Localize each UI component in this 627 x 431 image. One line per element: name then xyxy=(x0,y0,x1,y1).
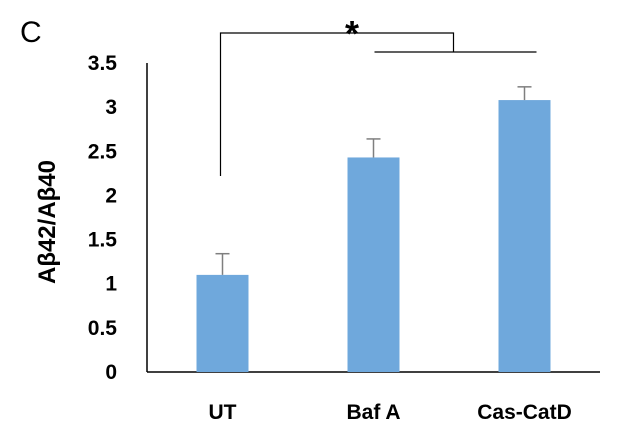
bar xyxy=(196,274,249,372)
bracket-main xyxy=(219,32,455,176)
panel-label: C xyxy=(20,16,42,49)
x-tick-label: Baf A xyxy=(346,401,400,424)
y-tick-label: 3 xyxy=(105,96,117,119)
y-tick-label: 1 xyxy=(105,273,117,296)
bar xyxy=(347,157,400,372)
bars xyxy=(196,100,551,372)
y-tick-label: 2.5 xyxy=(88,140,118,163)
y-tick-label: 3.5 xyxy=(88,52,118,75)
x-tick-label: Cas-CatD xyxy=(477,401,572,424)
y-tick-label: 2 xyxy=(105,184,117,207)
y-tick-label: 1.5 xyxy=(88,229,118,252)
y-tick-label: 0.5 xyxy=(88,317,118,340)
significance-bracket: * xyxy=(219,13,537,176)
bar xyxy=(498,100,551,372)
x-tick-labels: UT Baf A Cas-CatD xyxy=(209,401,572,424)
y-ticks: 0 0.5 1 1.5 2 2.5 3 3.5 xyxy=(88,52,118,384)
x-tick-label: UT xyxy=(209,401,237,424)
y-tick-label: 0 xyxy=(105,361,117,384)
significance-star: * xyxy=(345,13,359,54)
y-axis-label: Aβ42/Aβ40 xyxy=(34,160,61,284)
error-bars xyxy=(215,86,532,275)
